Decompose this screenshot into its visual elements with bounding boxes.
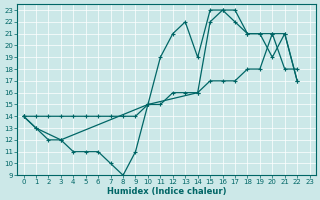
X-axis label: Humidex (Indice chaleur): Humidex (Indice chaleur) bbox=[107, 187, 226, 196]
